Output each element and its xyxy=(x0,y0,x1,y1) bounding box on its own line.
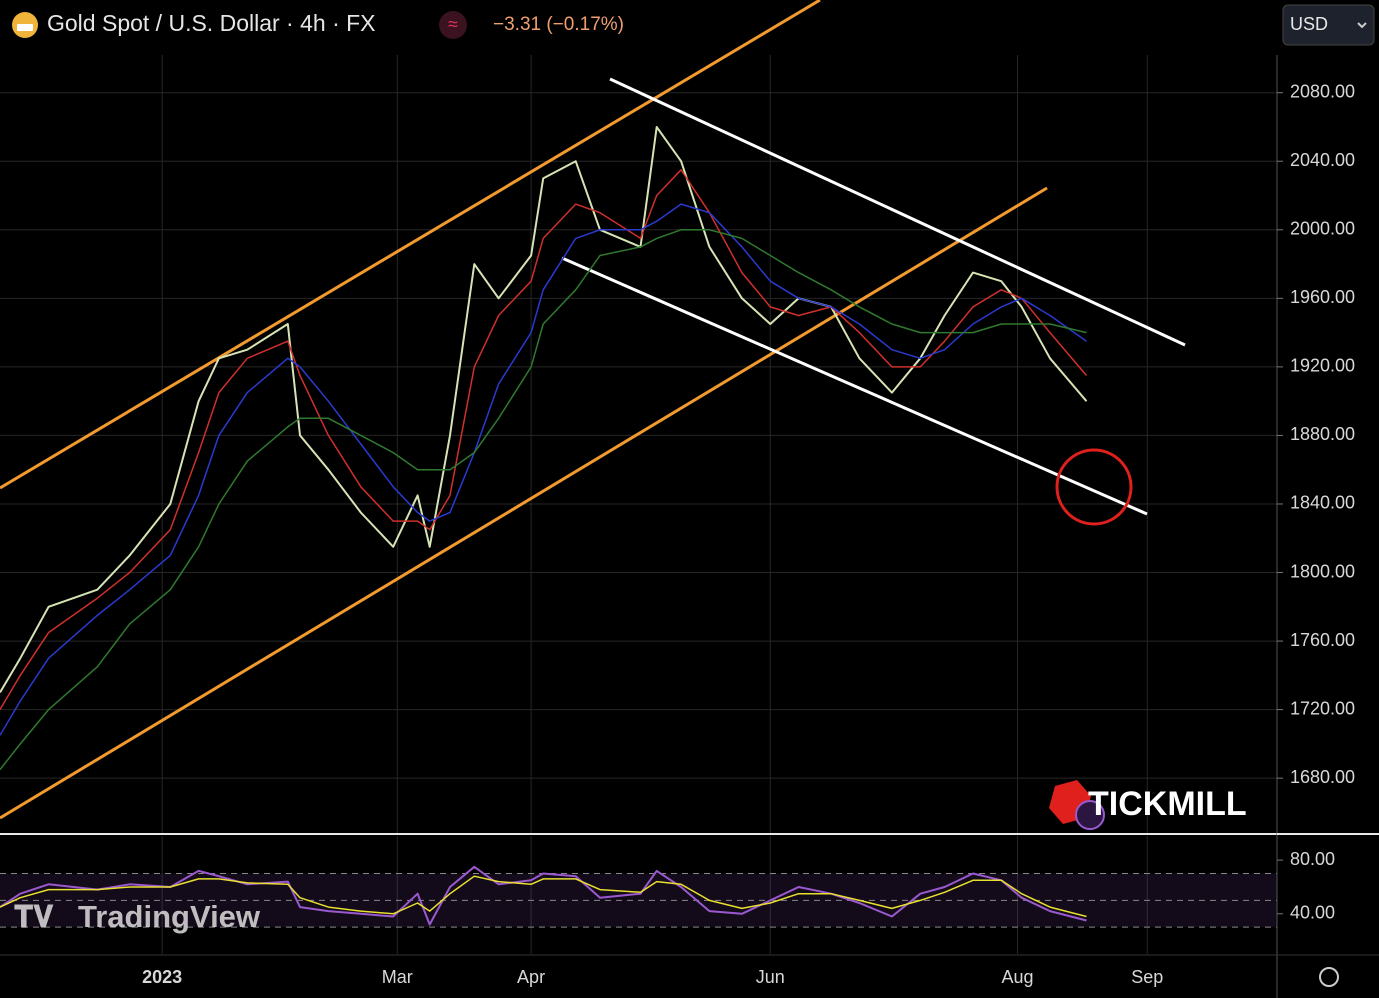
y-tick-label: 2040.00 xyxy=(1290,150,1355,170)
x-tick-label: 2023 xyxy=(142,967,182,987)
y-tick-label: 1960.00 xyxy=(1290,287,1355,307)
price-change: −3.31 (−0.17%) xyxy=(493,14,624,35)
x-tick-label: Jun xyxy=(756,967,785,987)
x-tick-label: Mar xyxy=(382,967,413,987)
grid xyxy=(0,55,1277,954)
broker-watermark: TICKMILL xyxy=(1088,785,1247,823)
channel-line xyxy=(0,186,1048,820)
y-tick-label: 40.00 xyxy=(1290,903,1335,923)
y-tick-label: 1760.00 xyxy=(1290,630,1355,650)
platform-watermark: TradingView xyxy=(78,899,261,934)
trend-line xyxy=(561,256,1148,516)
series-line xyxy=(0,203,1087,736)
x-tick-label: Apr xyxy=(517,967,545,987)
x-tick-label: Aug xyxy=(1002,967,1034,987)
y-tick-label: 2080.00 xyxy=(1290,81,1355,101)
currency-button[interactable] xyxy=(1282,4,1375,46)
settings-icon[interactable] xyxy=(1319,967,1339,987)
currency-chevron[interactable] xyxy=(1357,22,1367,29)
y-tick-label: 1680.00 xyxy=(1290,767,1355,787)
indicator-icon-glyph: ≈ xyxy=(448,14,458,34)
y-tick-label: 1920.00 xyxy=(1290,356,1355,376)
y-tick-label: 2000.00 xyxy=(1290,219,1355,239)
symbol-title: Gold Spot / U.S. Dollar · 4h · FX xyxy=(47,10,376,36)
platform-watermark: 𝐓𝐕 xyxy=(14,901,54,934)
highlight-circle xyxy=(1055,448,1133,526)
y-tick-label: 1720.00 xyxy=(1290,698,1355,718)
trend-line xyxy=(609,77,1186,347)
y-tick-label: 1840.00 xyxy=(1290,493,1355,513)
y-tick-label: 1880.00 xyxy=(1290,424,1355,444)
currency-label[interactable]: USD xyxy=(1290,14,1328,34)
channel-line xyxy=(0,0,821,490)
series-line xyxy=(0,126,1088,694)
indicator-icon xyxy=(439,11,467,39)
symbol-icon-bar xyxy=(17,24,33,31)
series-line xyxy=(0,169,1088,710)
series-line xyxy=(0,229,1087,771)
x-tick-label: Sep xyxy=(1131,967,1163,987)
y-tick-label: 1800.00 xyxy=(1290,561,1355,581)
y-tick-label: 80.00 xyxy=(1290,849,1335,869)
series-line xyxy=(0,875,1087,918)
broker-badge xyxy=(1075,800,1105,830)
plot xyxy=(0,126,1088,926)
